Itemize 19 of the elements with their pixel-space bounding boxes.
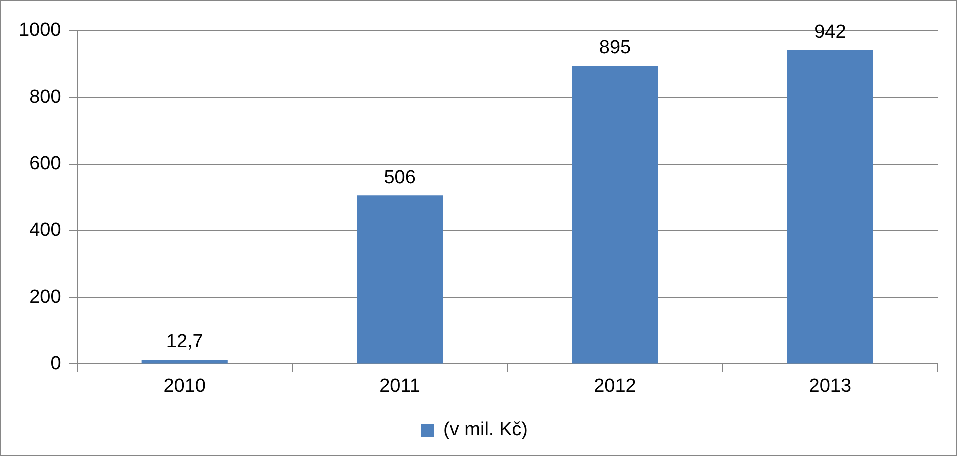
data-label: 942	[814, 22, 846, 44]
legend-label: (v mil. Kč)	[444, 420, 528, 441]
x-tick-label: 2011	[380, 376, 420, 397]
x-tick-label: 2010	[164, 376, 206, 397]
data-label: 895	[599, 38, 632, 59]
data-label: 12,7	[166, 332, 204, 353]
y-tick-label: 400	[30, 220, 62, 242]
x-tick-label: 2013	[809, 376, 852, 397]
bar	[572, 66, 658, 364]
bar	[787, 50, 874, 364]
bar	[357, 196, 444, 364]
data-label: 506	[384, 167, 416, 188]
y-tick-label: 200	[30, 286, 62, 308]
bar	[142, 360, 228, 364]
y-tick-label: 0	[50, 353, 62, 374]
y-tick-label: 800	[30, 86, 62, 108]
y-tick-label: 600	[30, 154, 62, 175]
y-tick-label: 1000	[18, 20, 62, 42]
x-tick-label: 2012	[594, 376, 636, 397]
